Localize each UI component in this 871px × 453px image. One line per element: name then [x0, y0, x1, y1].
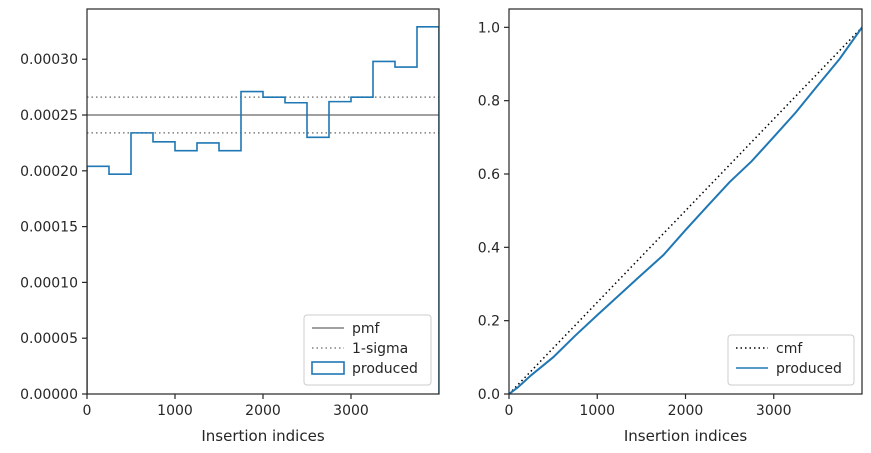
y-tick-label: 0.8	[478, 94, 500, 110]
x-axis-label: Insertion indices	[624, 427, 747, 445]
x-tick-label: 1000	[579, 403, 615, 419]
x-axis-label: Insertion indices	[201, 427, 324, 445]
y-tick-label: 0.0	[478, 387, 500, 403]
x-tick-label: 3000	[756, 403, 792, 419]
x-tick-label: 2000	[245, 403, 281, 419]
y-tick-label: 0.4	[478, 240, 500, 256]
y-tick-label: 0.00005	[20, 331, 78, 347]
legend-label-cmf: cmf	[776, 341, 803, 357]
y-tick-label: 1.0	[478, 20, 500, 36]
cmf-line	[509, 26, 862, 394]
plot-area	[509, 26, 862, 394]
x-tick-label: 2000	[668, 403, 704, 419]
y-tick-label: 0.00030	[20, 52, 78, 68]
y-tick-label: 0.00000	[20, 387, 78, 403]
x-tick-label: 0	[83, 403, 92, 419]
y-tick-label: 0.00025	[20, 108, 78, 124]
produced-step-histogram	[87, 26, 439, 394]
legend-label-produced: produced	[352, 361, 418, 377]
y-tick-label: 0.00015	[20, 220, 78, 236]
y-tick-label: 0.2	[478, 314, 500, 330]
legend-label-pmf: pmf	[352, 321, 381, 337]
y-tick-label: 0.6	[478, 167, 500, 183]
y-tick-label: 0.00020	[20, 164, 78, 180]
legend-handle-produced	[311, 361, 345, 375]
x-tick-label: 3000	[333, 403, 369, 419]
x-tick-label: 1000	[157, 403, 193, 419]
right-chart-panel: 0 1000 2000 3000 0.0 0.2 0.4 0.6 0.8 1.0 Insertion…	[478, 8, 863, 445]
y-tick-label: 0.00010	[20, 275, 78, 291]
legend-label-produced: produced	[776, 361, 842, 377]
plot-area	[87, 26, 439, 394]
legend-label-1-sigma: 1-sigma	[352, 341, 408, 357]
produced-cumulative-line	[509, 26, 862, 394]
legend-box	[303, 314, 432, 386]
left-chart-panel: 0 1000 2000 3000 0.00000 0.00005 0.00010 0.0001…	[20, 8, 440, 445]
legend: cmf produced	[727, 334, 855, 386]
x-tick-label: 0	[505, 403, 514, 419]
legend: pmf 1-sigma produced	[303, 314, 432, 386]
